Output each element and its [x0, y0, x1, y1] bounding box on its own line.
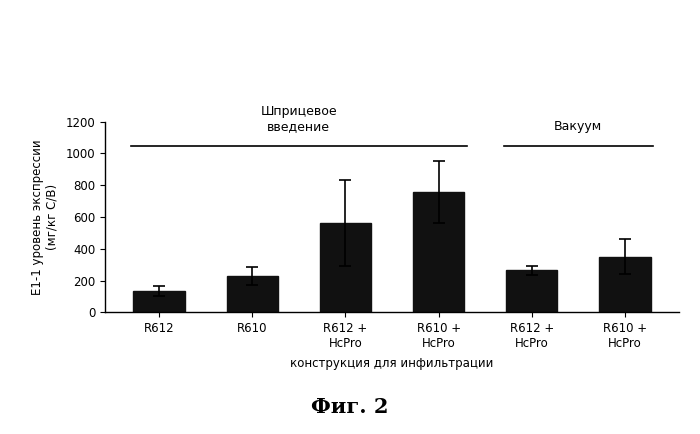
X-axis label: конструкция для инфильтрации: конструкция для инфильтрации: [290, 357, 494, 370]
Text: Шприцевое
введение: Шприцевое введение: [260, 105, 337, 134]
Bar: [227, 276, 278, 312]
Y-axis label: Е1-1 уровень экспрессии
(мг/кг С/В): Е1-1 уровень экспрессии (мг/кг С/В): [31, 139, 59, 295]
Text: Вакуум: Вакуум: [554, 121, 603, 134]
Text: Фиг. 2: Фиг. 2: [312, 397, 388, 417]
Bar: [506, 270, 557, 312]
Bar: [320, 224, 371, 312]
Bar: [599, 257, 650, 312]
Bar: [413, 192, 464, 312]
Bar: [134, 291, 185, 312]
